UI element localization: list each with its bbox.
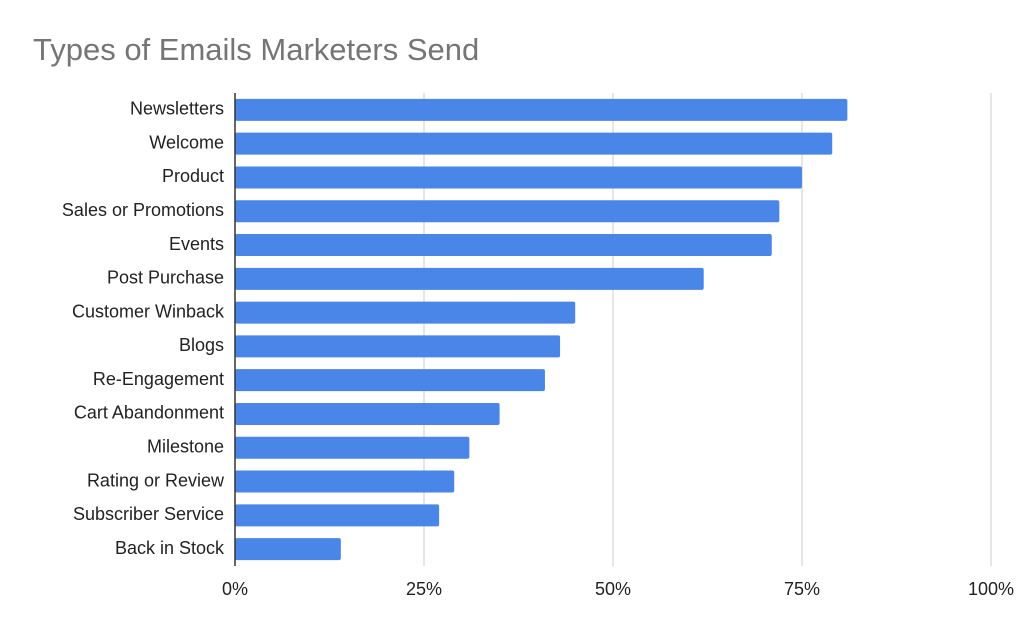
- bar: [235, 132, 833, 155]
- y-tick-label: Blogs: [179, 335, 224, 355]
- bar: [235, 504, 440, 527]
- x-tick-label: 25%: [406, 579, 442, 599]
- x-tick-label: 50%: [595, 579, 631, 599]
- bar: [235, 335, 561, 358]
- y-tick-label: Product: [162, 166, 224, 186]
- bar: [235, 402, 500, 425]
- bar: [235, 200, 780, 223]
- y-tick-label: Rating or Review: [87, 470, 225, 490]
- y-tick-label: Cart Abandonment: [74, 403, 224, 423]
- y-tick-label: Re-Engagement: [93, 369, 224, 389]
- bar: [235, 267, 704, 290]
- y-tick-label: Customer Winback: [72, 301, 225, 321]
- y-tick-label: Post Purchase: [107, 268, 224, 288]
- x-tick-label: 75%: [784, 579, 820, 599]
- bar: [235, 369, 545, 392]
- x-tick-label: 100%: [968, 579, 1014, 599]
- y-tick-label: Welcome: [149, 132, 224, 152]
- y-tick-label: Sales or Promotions: [62, 200, 224, 220]
- bar: [235, 538, 341, 561]
- x-tick-label: 0%: [222, 579, 248, 599]
- y-tick-label: Subscriber Service: [73, 504, 224, 524]
- bar: [235, 436, 470, 459]
- bar: [235, 234, 772, 257]
- y-tick-label: Back in Stock: [115, 538, 225, 558]
- y-tick-label: Milestone: [147, 437, 224, 457]
- bar: [235, 166, 802, 189]
- bar: [235, 98, 848, 121]
- bar: [235, 301, 576, 324]
- y-tick-label: Newsletters: [130, 99, 224, 119]
- bar: [235, 470, 455, 493]
- chart-title: Types of Emails Marketers Send: [33, 32, 479, 67]
- y-tick-label: Events: [169, 234, 224, 254]
